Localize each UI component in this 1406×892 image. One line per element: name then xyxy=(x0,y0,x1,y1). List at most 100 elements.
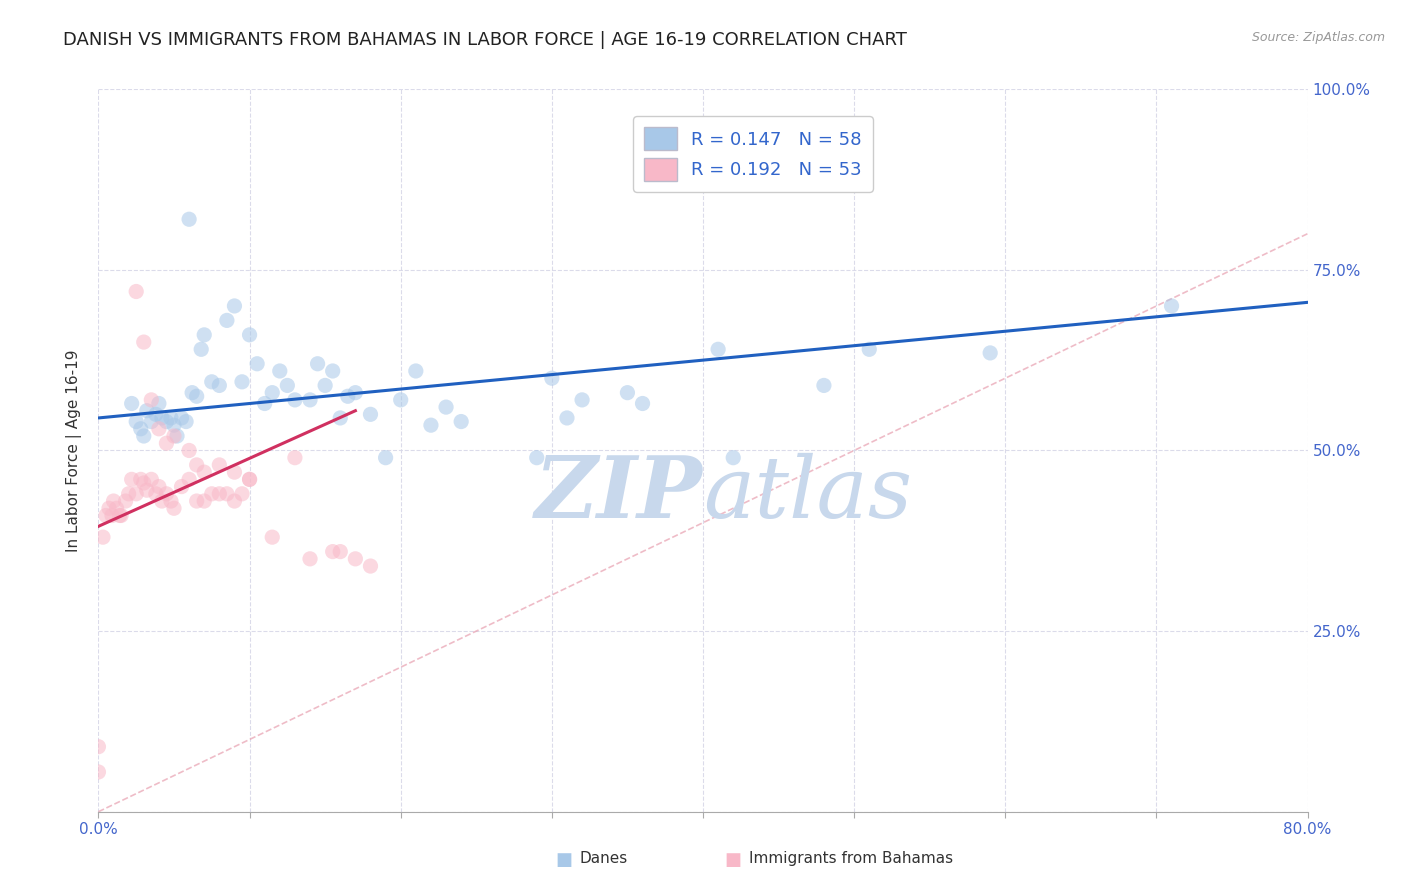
Legend: R = 0.147   N = 58, R = 0.192   N = 53: R = 0.147 N = 58, R = 0.192 N = 53 xyxy=(634,116,873,192)
Point xyxy=(170,411,193,425)
Point xyxy=(215,313,238,327)
Point xyxy=(108,508,131,523)
Point xyxy=(631,396,654,410)
Point xyxy=(103,494,125,508)
Point xyxy=(344,385,367,400)
Point xyxy=(284,392,307,407)
Point xyxy=(150,411,173,425)
Text: Danes: Danes xyxy=(579,852,628,866)
Point xyxy=(208,458,231,472)
Point xyxy=(979,346,1001,360)
Point xyxy=(329,411,352,425)
Text: Immigrants from Bahamas: Immigrants from Bahamas xyxy=(749,852,953,866)
Point xyxy=(132,334,155,349)
Point xyxy=(526,450,548,465)
Point xyxy=(170,480,193,494)
Point xyxy=(239,472,262,486)
Point xyxy=(186,458,208,472)
Point xyxy=(239,327,262,342)
Point xyxy=(389,392,412,407)
Point xyxy=(201,487,224,501)
Point xyxy=(150,494,173,508)
Text: DANISH VS IMMIGRANTS FROM BAHAMAS IN LABOR FORCE | AGE 16-19 CORRELATION CHART: DANISH VS IMMIGRANTS FROM BAHAMAS IN LAB… xyxy=(63,31,907,49)
Point xyxy=(231,487,253,501)
Point xyxy=(723,450,745,465)
Point xyxy=(129,422,152,436)
Point xyxy=(284,450,307,465)
Point xyxy=(450,415,472,429)
Point xyxy=(148,480,170,494)
Point xyxy=(215,487,238,501)
Point xyxy=(360,407,382,421)
Point xyxy=(148,396,170,410)
Point xyxy=(135,483,157,498)
Point xyxy=(91,530,114,544)
Point xyxy=(239,472,262,486)
Point xyxy=(114,494,136,508)
Point xyxy=(307,357,329,371)
Point xyxy=(160,411,183,425)
Point xyxy=(155,436,177,450)
Point xyxy=(125,487,148,501)
Point xyxy=(276,378,298,392)
Y-axis label: In Labor Force | Age 16-19: In Labor Force | Age 16-19 xyxy=(66,349,83,552)
Point xyxy=(155,487,177,501)
Point xyxy=(101,508,124,523)
Point xyxy=(179,212,201,227)
Point xyxy=(208,487,231,501)
Point xyxy=(132,429,155,443)
Point xyxy=(336,389,359,403)
Point xyxy=(571,392,593,407)
Point xyxy=(707,343,730,357)
Point xyxy=(160,494,183,508)
Point xyxy=(105,501,128,516)
Point xyxy=(299,551,322,566)
Point xyxy=(190,343,212,357)
Point xyxy=(174,415,197,429)
Point xyxy=(145,487,167,501)
Point xyxy=(329,544,352,558)
Point xyxy=(434,400,457,414)
Text: ■: ■ xyxy=(555,852,572,870)
Text: Source: ZipAtlas.com: Source: ZipAtlas.com xyxy=(1251,31,1385,45)
Point xyxy=(129,472,152,486)
Point xyxy=(208,378,231,392)
Point xyxy=(299,392,322,407)
Point xyxy=(141,415,163,429)
Point xyxy=(858,343,880,357)
Point xyxy=(262,530,284,544)
Point xyxy=(125,285,148,299)
Point xyxy=(141,392,163,407)
Point xyxy=(87,764,110,779)
Point xyxy=(616,385,638,400)
Point xyxy=(314,378,336,392)
Point xyxy=(132,475,155,490)
Point xyxy=(186,494,208,508)
Point xyxy=(253,396,276,410)
Point xyxy=(181,385,204,400)
Point xyxy=(193,465,215,479)
Point xyxy=(166,429,188,443)
Point xyxy=(179,443,201,458)
Point xyxy=(118,487,141,501)
Text: ZIP: ZIP xyxy=(536,452,703,535)
Point xyxy=(201,375,224,389)
Point xyxy=(179,472,201,486)
Point xyxy=(224,494,246,508)
Point xyxy=(186,389,208,403)
Text: atlas: atlas xyxy=(703,452,912,535)
Point xyxy=(374,450,396,465)
Point xyxy=(322,544,344,558)
Point xyxy=(121,472,143,486)
Point xyxy=(193,327,215,342)
Point xyxy=(94,508,117,523)
Point xyxy=(231,375,253,389)
Point xyxy=(155,415,177,429)
Point xyxy=(163,429,186,443)
Text: ■: ■ xyxy=(724,852,742,870)
Point xyxy=(344,551,367,566)
Point xyxy=(540,371,562,385)
Point xyxy=(555,411,578,425)
Point xyxy=(405,364,427,378)
Point xyxy=(135,403,157,417)
